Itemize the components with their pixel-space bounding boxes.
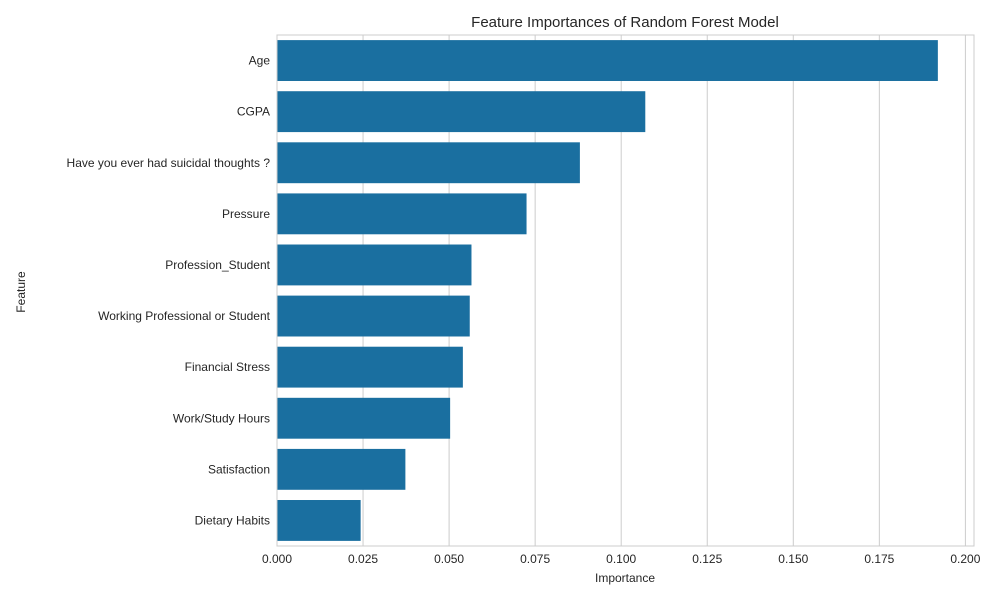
y-tick-label: Age bbox=[249, 54, 271, 68]
y-tick-label: Pressure bbox=[222, 207, 270, 221]
y-tick-label: Have you ever had suicidal thoughts ? bbox=[67, 156, 271, 170]
y-tick-label: Working Professional or Student bbox=[98, 309, 271, 323]
bar bbox=[277, 193, 527, 235]
bar bbox=[277, 91, 646, 133]
bar bbox=[277, 244, 472, 286]
bars bbox=[277, 40, 938, 541]
y-tick-label: CGPA bbox=[237, 105, 270, 119]
bar bbox=[277, 40, 938, 81]
chart-title: Feature Importances of Random Forest Mod… bbox=[471, 14, 779, 31]
y-tick-label: Satisfaction bbox=[208, 462, 270, 476]
x-tick-label: 0.125 bbox=[692, 552, 722, 566]
x-tick-label: 0.025 bbox=[348, 552, 378, 566]
y-tick-labels: Age CGPA Have you ever had suicidal though… bbox=[67, 54, 271, 528]
y-axis-label: Feature bbox=[14, 271, 28, 313]
x-tick-labels: 0.000 0.025 0.050 0.075 0.100 0.125 0.150 0.175… bbox=[262, 552, 981, 566]
x-tick-label: 0.200 bbox=[950, 552, 980, 566]
bar bbox=[277, 500, 361, 541]
x-tick-label: 0.050 bbox=[434, 552, 464, 566]
y-tick-label: Dietary Habits bbox=[195, 513, 270, 527]
x-tick-label: 0.100 bbox=[606, 552, 636, 566]
bar bbox=[277, 448, 406, 490]
y-tick-label: Work/Study Hours bbox=[173, 411, 270, 425]
x-tick-label: 0.075 bbox=[520, 552, 550, 566]
x-tick-label: 0.000 bbox=[262, 552, 292, 566]
bar bbox=[277, 346, 463, 388]
bar bbox=[277, 397, 451, 439]
bar bbox=[277, 142, 580, 184]
x-tick-label: 0.150 bbox=[778, 552, 808, 566]
x-axis-label: Importance bbox=[595, 571, 655, 585]
plot-frame bbox=[276, 34, 975, 547]
y-tick-label: Profession_Student bbox=[165, 258, 270, 272]
y-tick-label: Financial Stress bbox=[185, 360, 270, 374]
x-tick-label: 0.175 bbox=[864, 552, 894, 566]
bar bbox=[277, 295, 470, 337]
